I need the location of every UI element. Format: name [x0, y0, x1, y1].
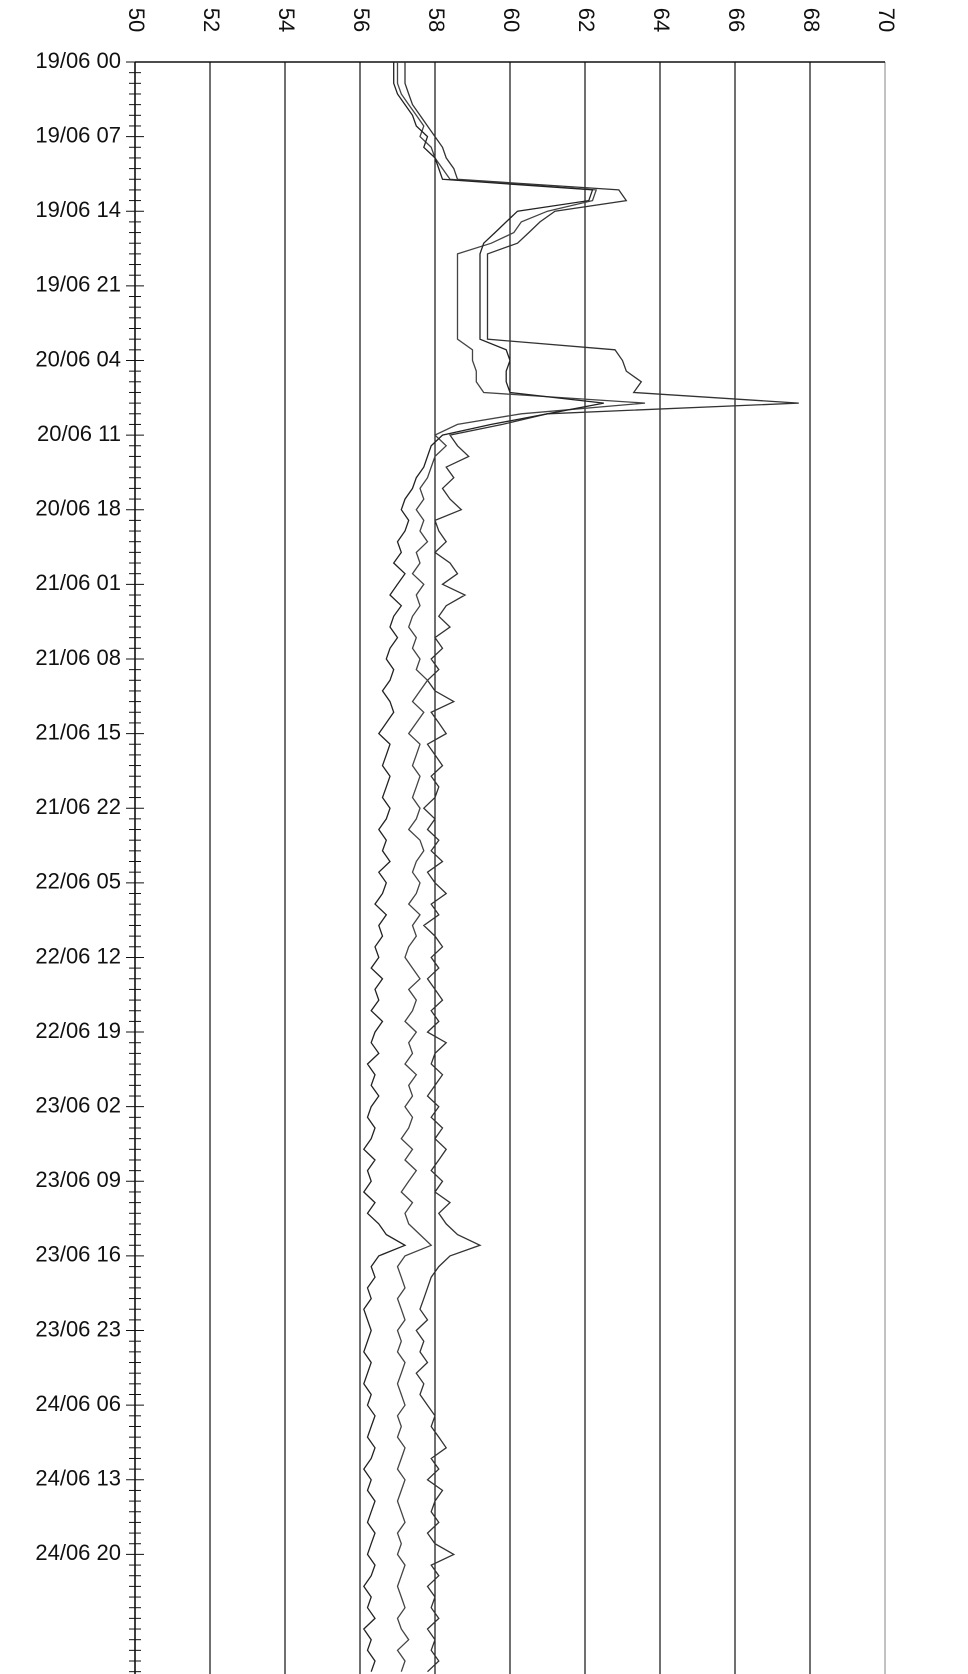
- time-tick-label: 22/06 19: [35, 1018, 121, 1043]
- time-tick-label: 19/06 00: [35, 48, 121, 73]
- time-tick-label: 19/06 07: [35, 122, 121, 147]
- time-tick-label: 24/06 13: [35, 1466, 121, 1491]
- value-tick-label: 64: [649, 8, 674, 32]
- time-tick-label: 23/06 02: [35, 1092, 121, 1117]
- time-tick-label: 21/06 22: [35, 794, 121, 819]
- time-tick-label: 19/06 21: [35, 272, 121, 297]
- value-tick-label: 66: [724, 8, 749, 32]
- time-tick-label: 24/06 06: [35, 1391, 121, 1416]
- time-tick-label: 23/06 23: [35, 1316, 121, 1341]
- time-tick-label: 20/06 11: [37, 421, 121, 446]
- value-tick-label: 68: [799, 8, 824, 32]
- value-tick-label: 52: [199, 8, 224, 32]
- series-line: [404, 62, 799, 1673]
- time-tick-label: 21/06 15: [35, 719, 121, 744]
- value-tick-label: 62: [574, 8, 599, 32]
- time-tick-label: 22/06 12: [35, 943, 121, 968]
- value-tick-label: 70: [874, 8, 899, 32]
- time-tick-label: 20/06 18: [35, 496, 121, 521]
- series-line: [362, 62, 604, 1672]
- value-tick-label: 50: [124, 8, 149, 32]
- time-tick-label: 21/06 01: [35, 570, 121, 595]
- time-tick-label: 19/06 14: [35, 197, 121, 222]
- value-tick-label: 60: [499, 8, 524, 32]
- time-tick-label: 23/06 16: [35, 1242, 121, 1267]
- series-line: [396, 62, 646, 1672]
- value-tick-label: 58: [424, 8, 449, 32]
- time-tick-label: 21/06 08: [35, 645, 121, 670]
- value-tick-label: 54: [274, 8, 299, 32]
- time-tick-label: 23/06 09: [35, 1167, 121, 1192]
- time-tick-label: 20/06 04: [35, 346, 121, 371]
- time-tick-label: 24/06 20: [35, 1540, 121, 1565]
- value-tick-label: 56: [349, 8, 374, 32]
- time-tick-label: 22/06 05: [35, 869, 121, 894]
